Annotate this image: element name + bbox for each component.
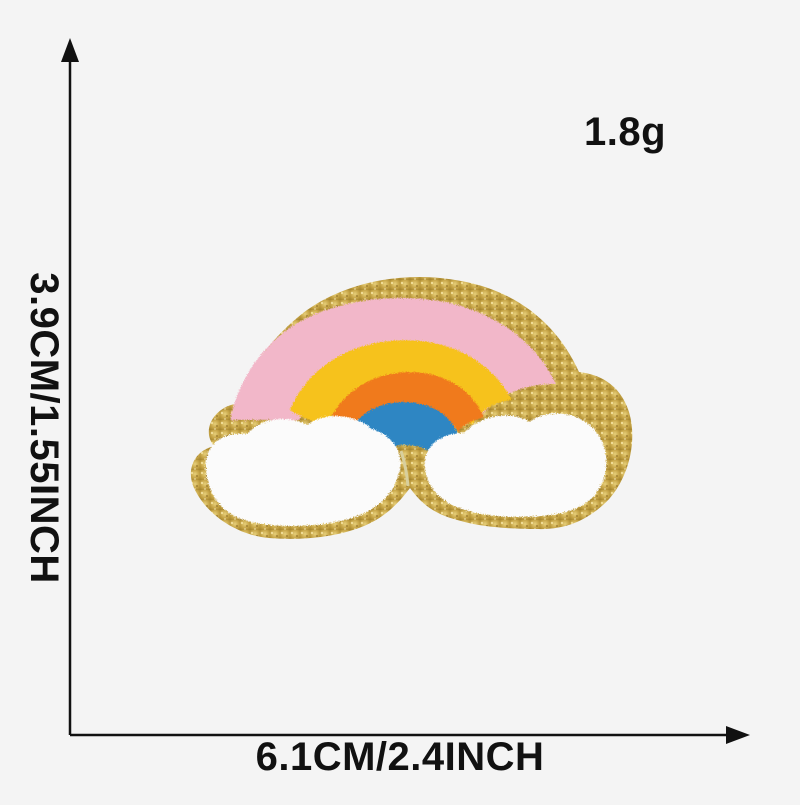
- height-dimension-label: 3.9CM/1.55INCH: [22, 272, 66, 584]
- axes: [61, 38, 750, 744]
- right-cloud: [424, 413, 607, 517]
- left-cloud: [205, 415, 401, 527]
- rainbow-patch: [190, 276, 633, 539]
- arrow-up-icon: [61, 38, 79, 62]
- arrow-right-icon: [726, 726, 750, 744]
- width-dimension-label: 6.1CM/2.4INCH: [255, 735, 545, 779]
- cloud-seam: [399, 450, 410, 487]
- weight-label: 1.8g: [583, 110, 667, 154]
